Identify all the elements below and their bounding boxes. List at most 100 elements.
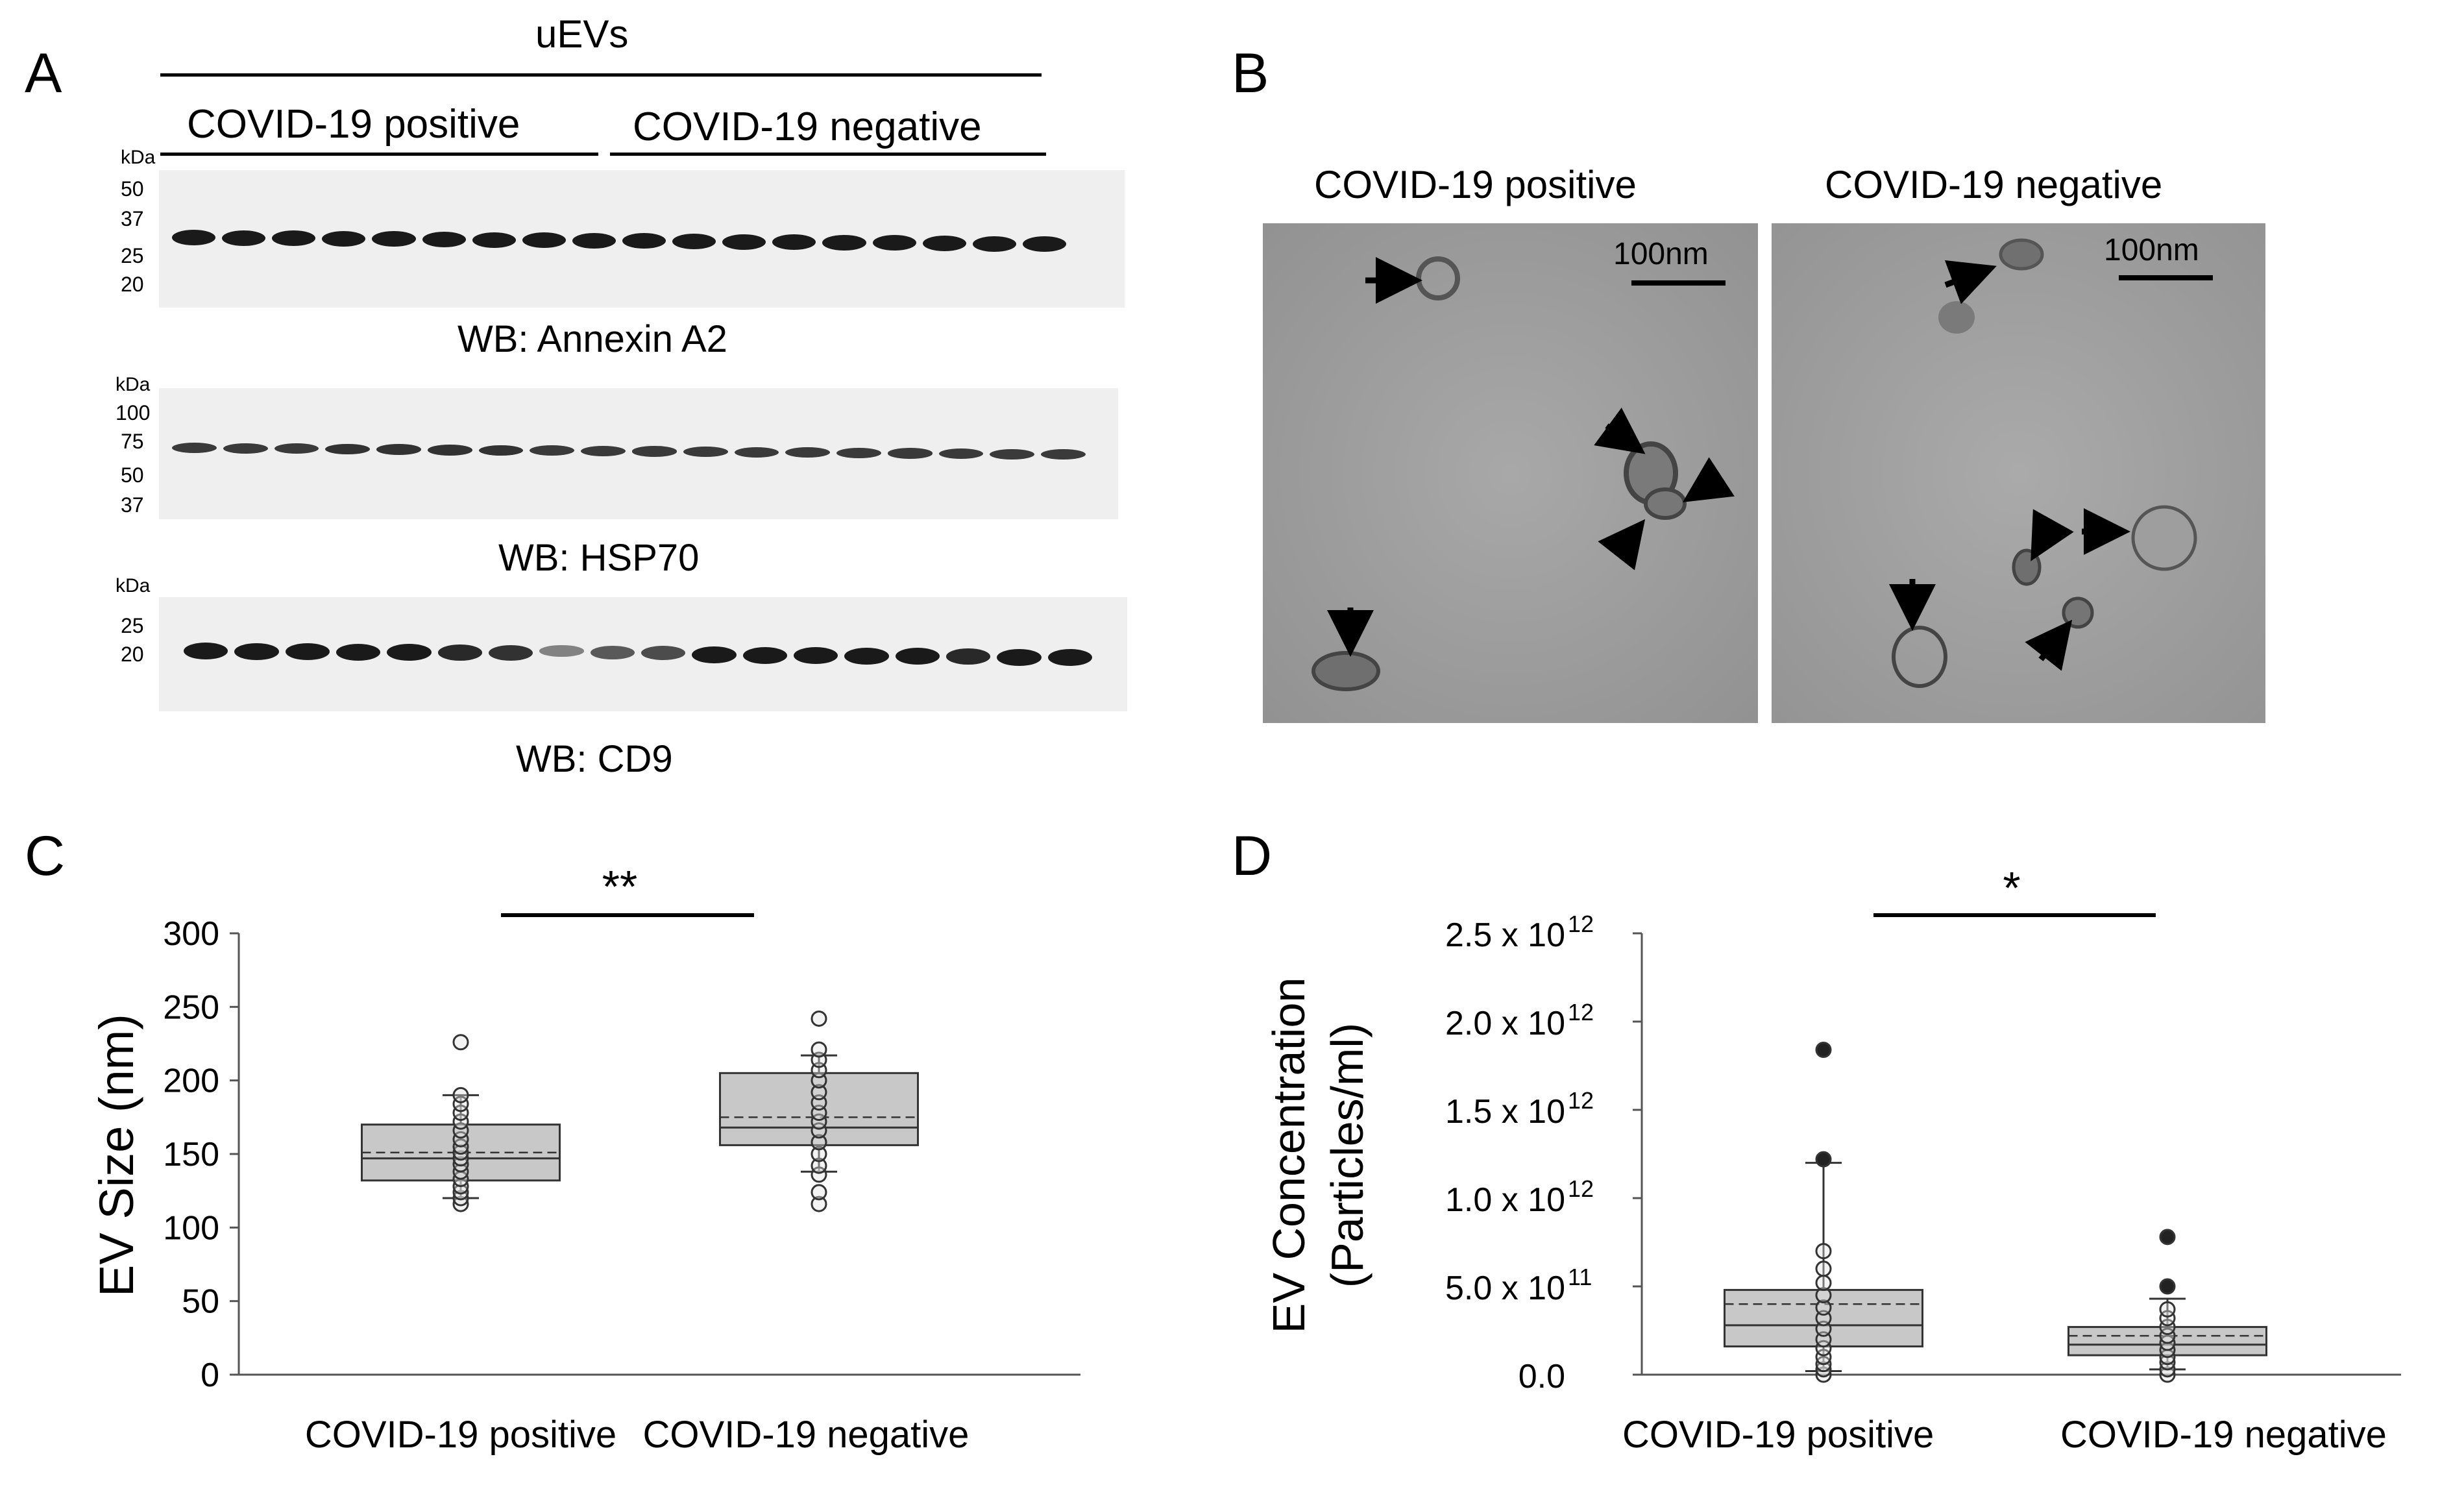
- blot-band: [372, 231, 416, 247]
- x-category-label: COVID-19 positive: [1622, 1414, 1934, 1456]
- blot-band: [972, 236, 1016, 252]
- blot-band: [946, 648, 991, 665]
- blot-caption: WB: HSP70: [498, 537, 700, 579]
- y-tick-label: 1.0 x 10: [1445, 1181, 1565, 1219]
- blot-band: [887, 448, 933, 459]
- data-point: [1815, 1260, 1832, 1277]
- y-tick-label: 150: [163, 1136, 219, 1173]
- marker-label: 20: [121, 643, 144, 666]
- blot-band: [322, 230, 366, 247]
- blot-band: [472, 232, 516, 248]
- arrow-icon: [1594, 408, 1646, 454]
- data-point: [452, 1034, 469, 1051]
- blot-band: [274, 443, 319, 454]
- data-point: [811, 1010, 827, 1027]
- blot-band: [184, 643, 228, 659]
- blot-band: [325, 443, 371, 455]
- blot-band: [836, 447, 881, 458]
- blot-band: [172, 443, 217, 454]
- blot-band: [223, 443, 268, 454]
- y-axis-label: EV Size (nm): [90, 1014, 143, 1297]
- y-tick-label: 5.0 x 10: [1445, 1270, 1565, 1307]
- blot-band: [683, 447, 728, 458]
- blot-band: [794, 647, 838, 665]
- em-image-negative: 100nm: [1772, 223, 2265, 723]
- x-category-label: COVID-19 positive: [305, 1414, 616, 1456]
- blot-band: [895, 648, 940, 665]
- data-point: [452, 1184, 469, 1201]
- data-point: [811, 1184, 827, 1201]
- marker-label: 100: [116, 401, 151, 424]
- vesicle: [1644, 487, 1687, 520]
- data-point: [1815, 1042, 1832, 1059]
- uevs-header: uEVs: [535, 12, 629, 56]
- data-point: [2159, 1366, 2176, 1383]
- kda-label: kDa: [116, 374, 151, 395]
- vesicle: [2062, 596, 2094, 629]
- significance-label: *: [2003, 863, 2020, 913]
- blot-band: [785, 447, 831, 458]
- arrow-icon: [1944, 260, 1997, 304]
- marker-label: 50: [121, 177, 144, 201]
- blot-band: [530, 445, 575, 456]
- blot-band: [742, 646, 787, 664]
- blot-band: [422, 232, 466, 247]
- blot-band: [872, 235, 916, 251]
- y-tick-label: 50: [182, 1283, 219, 1321]
- panel-letter-a: A: [25, 42, 62, 104]
- marker-label: 75: [121, 430, 144, 453]
- x-category-label: COVID-19 negative: [2060, 1414, 2387, 1456]
- blot-band: [572, 232, 616, 249]
- scale-bar: [2119, 275, 2213, 280]
- y-tick-exponent: 12: [1568, 1087, 1594, 1114]
- blot-band: [478, 445, 524, 456]
- blot-band: [272, 230, 316, 247]
- blot-caption: WB: Annexin A2: [457, 318, 727, 360]
- em-title-positive: COVID-19 positive: [1314, 163, 1637, 206]
- marker-label: 37: [121, 207, 144, 230]
- em-micrograph-positive: [1263, 223, 1758, 723]
- blot-band: [622, 233, 666, 249]
- blot-caption: WB: CD9: [516, 738, 673, 780]
- chart-c: 300 250 200 150 100 50 0 EV Size (nm) COVID-19 p…: [90, 861, 1080, 1456]
- blot-band: [990, 448, 1035, 460]
- kda-label: kDa: [116, 575, 151, 596]
- blot-band: [1022, 236, 1066, 252]
- chart-d: 2.5 x 10 122.0 x 10 121.5 x 10 121.0 x 10 12…: [1263, 863, 2401, 1456]
- data-point: [2159, 1301, 2176, 1318]
- data-point: [811, 1041, 827, 1058]
- group-divider-positive: [160, 153, 598, 156]
- y-tick-label: 2.5 x 10: [1445, 916, 1565, 954]
- data-point: [1815, 1361, 1832, 1378]
- em-title-negative: COVID-19 negative: [1825, 163, 2163, 206]
- blot-band: [997, 648, 1042, 666]
- data-point: [452, 1086, 469, 1103]
- vesicle: [2012, 548, 2042, 586]
- blot-hsp70: [159, 388, 1118, 519]
- arrow-icon: [2031, 509, 2074, 561]
- y-axis-label-line1: EV Concentration: [1263, 977, 1314, 1334]
- blot-band: [522, 232, 566, 249]
- data-point: [452, 1144, 469, 1161]
- blot-band: [172, 230, 216, 245]
- y-tick-label: 200: [163, 1062, 219, 1100]
- blot-band: [336, 643, 381, 661]
- blot-band: [922, 236, 966, 251]
- marker-label: 25: [121, 244, 144, 267]
- kda-label: kDa: [121, 147, 156, 168]
- blot-band: [437, 644, 482, 661]
- data-point: [811, 1196, 827, 1212]
- blot-band: [772, 234, 816, 251]
- y-tick-exponent: 11: [1568, 1264, 1592, 1290]
- panel-letter-d: D: [1232, 825, 1273, 887]
- data-point: [2159, 1354, 2176, 1371]
- marker-label: 20: [121, 273, 144, 296]
- marker-label: 37: [121, 493, 144, 517]
- blot-band: [234, 643, 279, 660]
- blot-band: [222, 230, 266, 246]
- vesicle: [1938, 301, 1975, 334]
- blot-band: [285, 643, 330, 661]
- blot-band: [822, 234, 866, 251]
- y-tick-label: 300: [163, 915, 219, 953]
- y-tick-label: 0: [201, 1356, 219, 1394]
